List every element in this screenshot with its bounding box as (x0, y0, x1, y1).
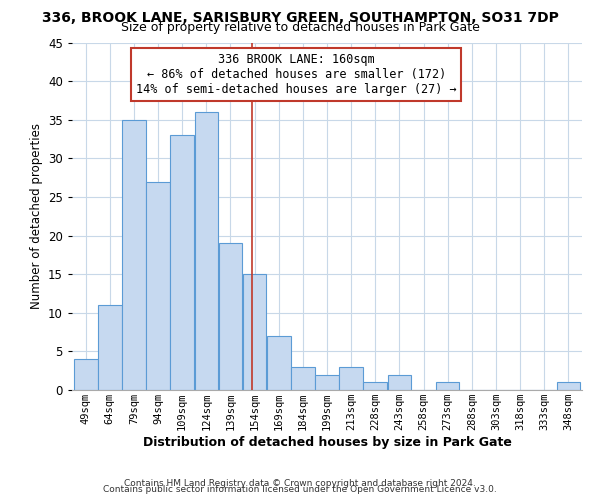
Bar (340, 367, 363, 390)
Bar (557, 382, 580, 390)
Bar (315, 374, 339, 390)
Bar (388, 374, 411, 390)
Bar (364, 382, 387, 390)
Bar (194, 112, 218, 390)
Text: Contains public sector information licensed under the Open Government Licence v3: Contains public sector information licen… (103, 485, 497, 494)
Bar (146, 182, 170, 390)
Y-axis label: Number of detached properties: Number of detached properties (29, 123, 43, 309)
Bar (291, 367, 314, 390)
Text: Size of property relative to detached houses in Park Gate: Size of property relative to detached ho… (121, 21, 479, 34)
Bar (218, 244, 242, 390)
Bar (98, 305, 122, 390)
Bar (122, 120, 146, 390)
Text: Contains HM Land Registry data © Crown copyright and database right 2024.: Contains HM Land Registry data © Crown c… (124, 478, 476, 488)
X-axis label: Distribution of detached houses by size in Park Gate: Distribution of detached houses by size … (143, 436, 511, 449)
Bar (243, 274, 266, 390)
Bar (74, 359, 97, 390)
Text: 336, BROOK LANE, SARISBURY GREEN, SOUTHAMPTON, SO31 7DP: 336, BROOK LANE, SARISBURY GREEN, SOUTHA… (41, 11, 559, 25)
Bar (267, 336, 290, 390)
Text: 336 BROOK LANE: 160sqm
← 86% of detached houses are smaller (172)
14% of semi-de: 336 BROOK LANE: 160sqm ← 86% of detached… (136, 53, 457, 96)
Bar (170, 135, 194, 390)
Bar (436, 382, 460, 390)
